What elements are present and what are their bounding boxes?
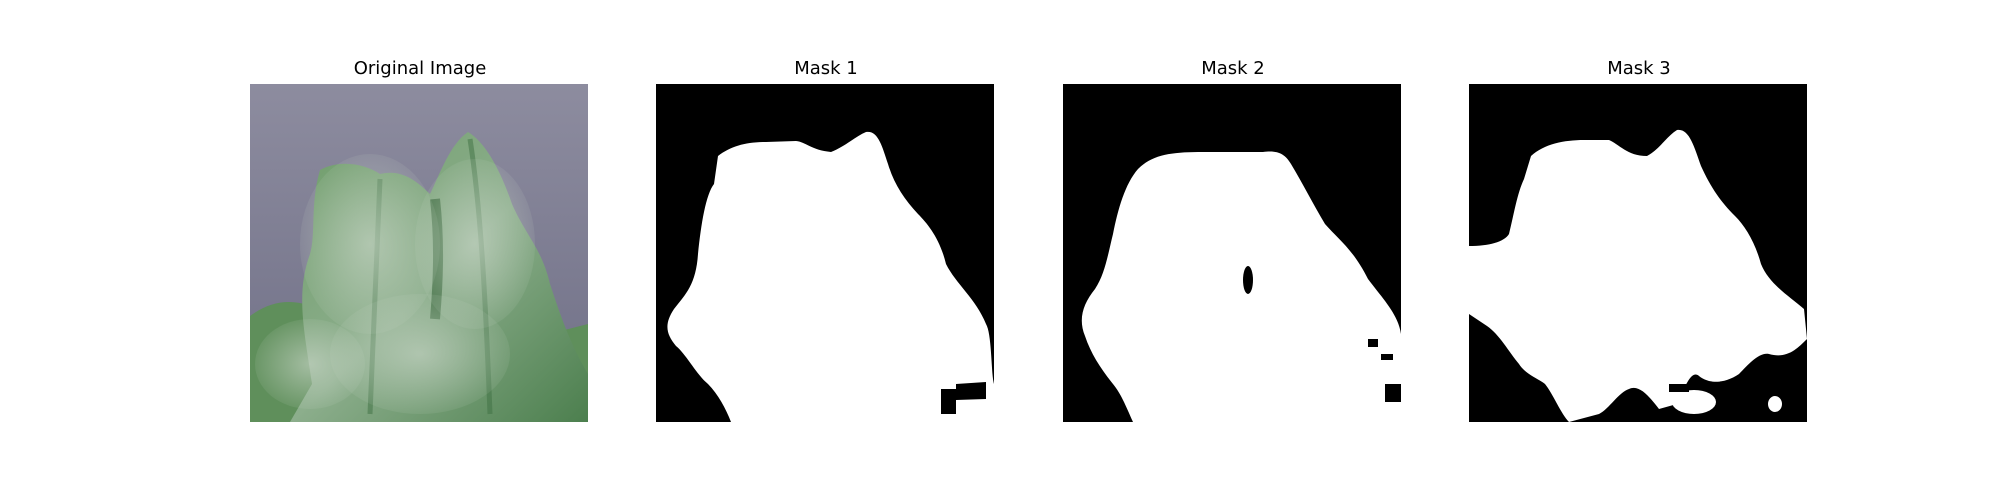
panel-title-mask-2: Mask 2 bbox=[1201, 58, 1265, 79]
panel-title-mask-3: Mask 3 bbox=[1607, 58, 1671, 79]
panel-title-mask-1: Mask 1 bbox=[794, 58, 858, 79]
mask-1-image bbox=[656, 84, 994, 422]
panel-title-original: Original Image bbox=[353, 58, 487, 79]
original-leaf-image bbox=[250, 84, 588, 422]
mask-2-image bbox=[1063, 84, 1401, 422]
mask-3-image bbox=[1469, 84, 1807, 422]
